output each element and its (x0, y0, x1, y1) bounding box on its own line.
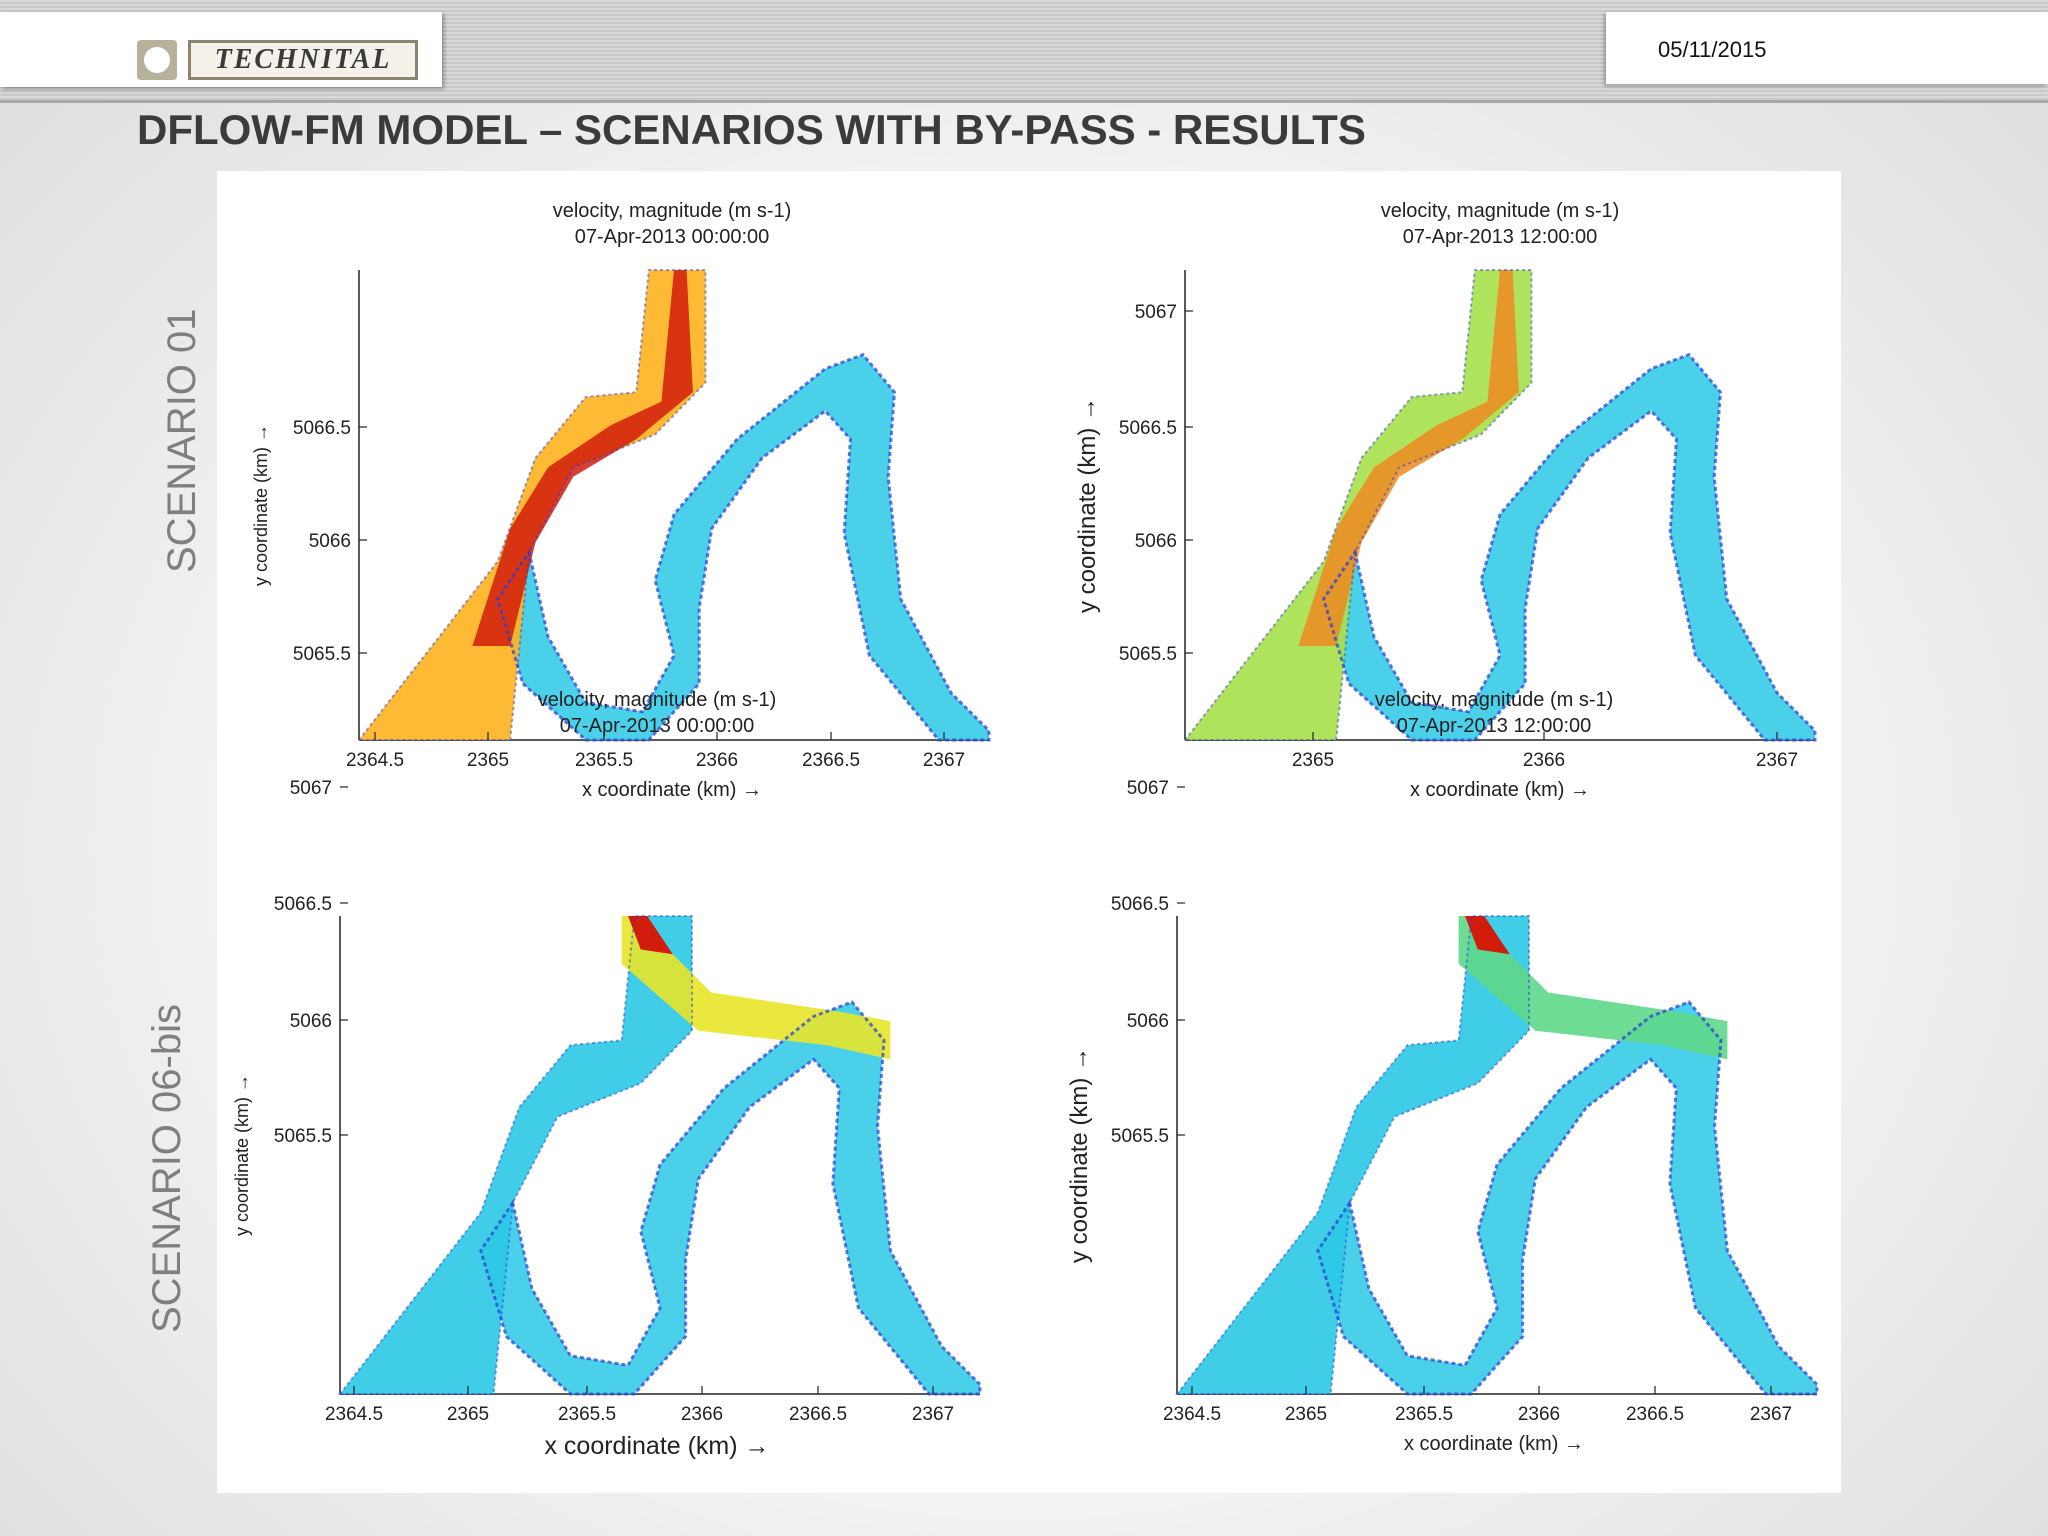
x-tick-label: 2365.5 (575, 750, 633, 771)
x-tick-label: 2367 (1756, 750, 1798, 771)
channel-bank-vectors (1174, 915, 1530, 1395)
y-tick-label: 5066 (1127, 1011, 1169, 1032)
y-tick-label: 5066 (1135, 531, 1177, 552)
y-axis-label: y coordinate (km) → (1066, 1047, 1093, 1263)
x-tick-label: 2367 (912, 1404, 954, 1425)
bypass-channel-flow (1458, 916, 1728, 1060)
y-tick-label: 5067 (1127, 778, 1169, 799)
y-axis-label: y coordinate (km) → (1074, 397, 1101, 613)
y-tick-label: 5065.5 (293, 644, 351, 665)
channel-bank-vectors (356, 269, 707, 741)
y-tick-label: 5066.5 (1111, 894, 1169, 915)
x-tick-label: 2366 (696, 750, 738, 771)
velocity-plot-4: velocity, magnitude (m s-1) 07-Apr-2013 1… (1066, 689, 1819, 1455)
x-tick-label: 2364.5 (325, 1404, 383, 1425)
x-tick-label: 2365.5 (1395, 1404, 1453, 1425)
company-logo: TECHNITAL (188, 40, 418, 80)
river-bank-vectors (1321, 352, 1817, 742)
row-label-scenario-01: SCENARIO 01 (160, 308, 204, 573)
plot-title-line2: 07-Apr-2013 00:00:00 (575, 226, 770, 248)
x-tick-label: 2364.5 (346, 750, 404, 771)
row-label-scenario-06bis: SCENARIO 06-bis (145, 1004, 189, 1333)
plot-title-line2: 07-Apr-2013 12:00:00 (1403, 226, 1598, 248)
x-tick-label: 2364.5 (1163, 1404, 1221, 1425)
velocity-plot-2: velocity, magnitude (m s-1) 07-Apr-2013 1… (1074, 200, 1817, 801)
x-tick-label: 2366 (681, 1404, 723, 1425)
x-tick-label: 2366 (1518, 1404, 1560, 1425)
x-tick-label: 2365 (1285, 1404, 1327, 1425)
x-axis-label: x coordinate (km) → (1410, 779, 1590, 801)
river-flow-field (497, 354, 989, 740)
plot-title-line1: velocity, magnitude (m s-1) (538, 689, 777, 711)
plot-title-line1: velocity, magnitude (m s-1) (1375, 689, 1614, 711)
x-tick-label: 2365.5 (558, 1404, 616, 1425)
y-tick-label: 5067 (1135, 302, 1177, 323)
y-axis-label: y coordinate (km) → (232, 1074, 252, 1236)
x-axis-label: x coordinate (km) → (1404, 1433, 1584, 1455)
bypass-inlet-core (628, 916, 673, 955)
river-bank-vectors (495, 352, 991, 742)
plot-title-line1: velocity, magnitude (m s-1) (553, 200, 792, 222)
river-flow-field (1323, 354, 1815, 740)
y-tick-label: 5065.5 (274, 1126, 332, 1147)
river-flow-field (480, 1002, 980, 1394)
x-tick-label: 2365 (467, 750, 509, 771)
velocity-plot-3: velocity, magnitude (m s-1) 07-Apr-2013 0… (232, 689, 982, 1460)
channel-bank-vectors (1182, 269, 1533, 741)
velocity-plot-1: velocity, magnitude (m s-1) 07-Apr-2013 0… (251, 200, 991, 801)
y-tick-label: 5066.5 (274, 894, 332, 915)
river-bank-vectors (1316, 1000, 1819, 1396)
slide-date: 05/11/2015 (1658, 37, 1767, 62)
river-flow-field (1317, 1002, 1817, 1394)
y-tick-label: 5066 (290, 1011, 332, 1032)
main-channel-flow (1177, 916, 1529, 1394)
y-axis-label: y coordinate (km) → (251, 424, 271, 586)
river-bank-vectors (479, 1000, 982, 1396)
date-panel: 05/11/2015 (1606, 12, 2048, 84)
plot-title-line1: velocity, magnitude (m s-1) (1381, 200, 1620, 222)
x-tick-label: 2367 (923, 750, 965, 771)
channel-bank-vectors (337, 915, 693, 1395)
slide-title: DFLOW-FM MODEL – SCENARIOS WITH BY-PASS … (137, 106, 1366, 153)
y-tick-label: 5066.5 (1119, 418, 1177, 439)
plot-title-line2: 07-Apr-2013 12:00:00 (1397, 715, 1592, 737)
x-tick-label: 2366.5 (1626, 1404, 1684, 1425)
x-axis-label: x coordinate (km) → (582, 779, 762, 801)
velocity-maps-figure: velocity, magnitude (m s-1) 07-Apr-2013 0… (232, 200, 1819, 1460)
x-tick-label: 2365 (447, 1404, 489, 1425)
bypass-inlet-core (1465, 916, 1510, 955)
bypass-channel-flow (621, 916, 891, 1060)
x-tick-label: 2366.5 (802, 750, 860, 771)
main-channel-flow (340, 916, 692, 1394)
x-tick-label: 2365 (1292, 750, 1334, 771)
y-tick-label: 5065.5 (1111, 1126, 1169, 1147)
y-tick-label: 5067 (290, 778, 332, 799)
figure-panel: velocity, magnitude (m s-1) 07-Apr-2013 0… (217, 171, 1841, 1493)
x-axis-label: x coordinate (km) → (544, 1432, 769, 1460)
logo-panel: TECHNITAL (0, 12, 442, 87)
plot-title-line2: 07-Apr-2013 00:00:00 (560, 715, 755, 737)
y-tick-label: 5066 (309, 531, 351, 552)
x-tick-label: 2366 (1523, 750, 1565, 771)
y-tick-label: 5065.5 (1119, 644, 1177, 665)
x-tick-label: 2367 (1750, 1404, 1792, 1425)
x-tick-label: 2366.5 (789, 1404, 847, 1425)
company-emblem-icon (137, 40, 177, 80)
y-tick-label: 5066.5 (293, 418, 351, 439)
